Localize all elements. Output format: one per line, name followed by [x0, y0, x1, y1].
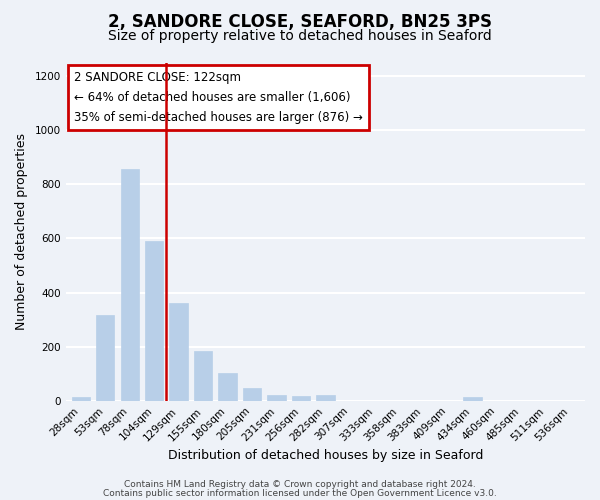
- X-axis label: Distribution of detached houses by size in Seaford: Distribution of detached houses by size …: [168, 450, 483, 462]
- Bar: [218, 373, 237, 401]
- Bar: [194, 351, 212, 401]
- Text: Contains public sector information licensed under the Open Government Licence v3: Contains public sector information licen…: [103, 489, 497, 498]
- Bar: [96, 315, 115, 401]
- Bar: [292, 396, 310, 401]
- Bar: [169, 303, 188, 401]
- Text: Contains HM Land Registry data © Crown copyright and database right 2024.: Contains HM Land Registry data © Crown c…: [124, 480, 476, 489]
- Bar: [71, 398, 90, 401]
- Text: 2, SANDORE CLOSE, SEAFORD, BN25 3PS: 2, SANDORE CLOSE, SEAFORD, BN25 3PS: [108, 12, 492, 30]
- Text: 2 SANDORE CLOSE: 122sqm
← 64% of detached houses are smaller (1,606)
35% of semi: 2 SANDORE CLOSE: 122sqm ← 64% of detache…: [74, 71, 363, 124]
- Bar: [316, 396, 335, 401]
- Bar: [121, 170, 139, 401]
- Bar: [268, 395, 286, 401]
- Bar: [243, 388, 261, 401]
- Y-axis label: Number of detached properties: Number of detached properties: [15, 133, 28, 330]
- Text: Size of property relative to detached houses in Seaford: Size of property relative to detached ho…: [108, 29, 492, 43]
- Bar: [463, 398, 482, 401]
- Bar: [145, 240, 163, 401]
